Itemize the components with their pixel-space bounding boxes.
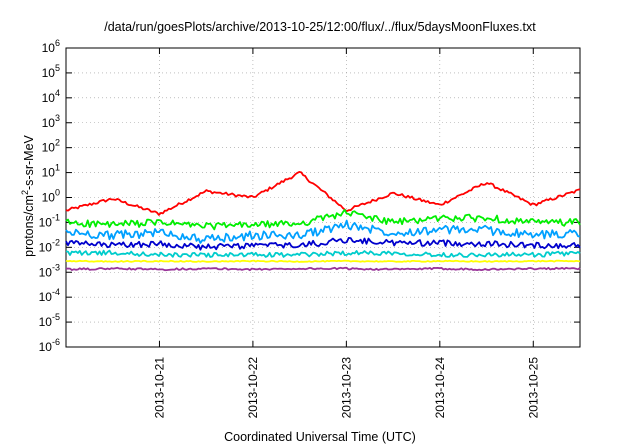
y-tick-label: 10-5 bbox=[39, 312, 60, 329]
y-tick-label: 102 bbox=[42, 138, 60, 155]
y-tick-label: 106 bbox=[42, 38, 60, 55]
y-tick-label: 103 bbox=[42, 113, 60, 130]
x-tick-label: 2013-10-24 bbox=[433, 357, 447, 419]
series-line bbox=[65, 259, 581, 263]
series-line bbox=[65, 266, 581, 272]
chart-title: /data/run/goesPlots/archive/2013-10-25/1… bbox=[104, 20, 536, 34]
y-tick-label: 10-4 bbox=[39, 287, 60, 304]
x-tick-label: 2013-10-25 bbox=[526, 357, 540, 419]
series-line bbox=[65, 219, 581, 244]
series-line bbox=[65, 249, 581, 258]
x-tick-label: 2013-10-22 bbox=[246, 357, 260, 419]
y-tick-label: 10-6 bbox=[39, 337, 60, 354]
y-tick-label: 10-2 bbox=[39, 237, 60, 254]
y-tick-label: 101 bbox=[42, 163, 60, 180]
x-tick-label: 2013-10-21 bbox=[152, 357, 166, 419]
y-tick-label: 10-3 bbox=[39, 262, 60, 279]
y-tick-label: 10-1 bbox=[39, 212, 60, 229]
series-line bbox=[65, 171, 581, 216]
y-tick-label: 100 bbox=[42, 188, 60, 205]
x-axis-label: Coordinated Universal Time (UTC) bbox=[224, 430, 416, 444]
series-line bbox=[65, 208, 581, 231]
y-tick-label: 104 bbox=[42, 88, 60, 105]
y-tick-label: 105 bbox=[42, 63, 60, 80]
x-tick-label: 2013-10-23 bbox=[339, 357, 353, 419]
series-line bbox=[65, 237, 581, 251]
